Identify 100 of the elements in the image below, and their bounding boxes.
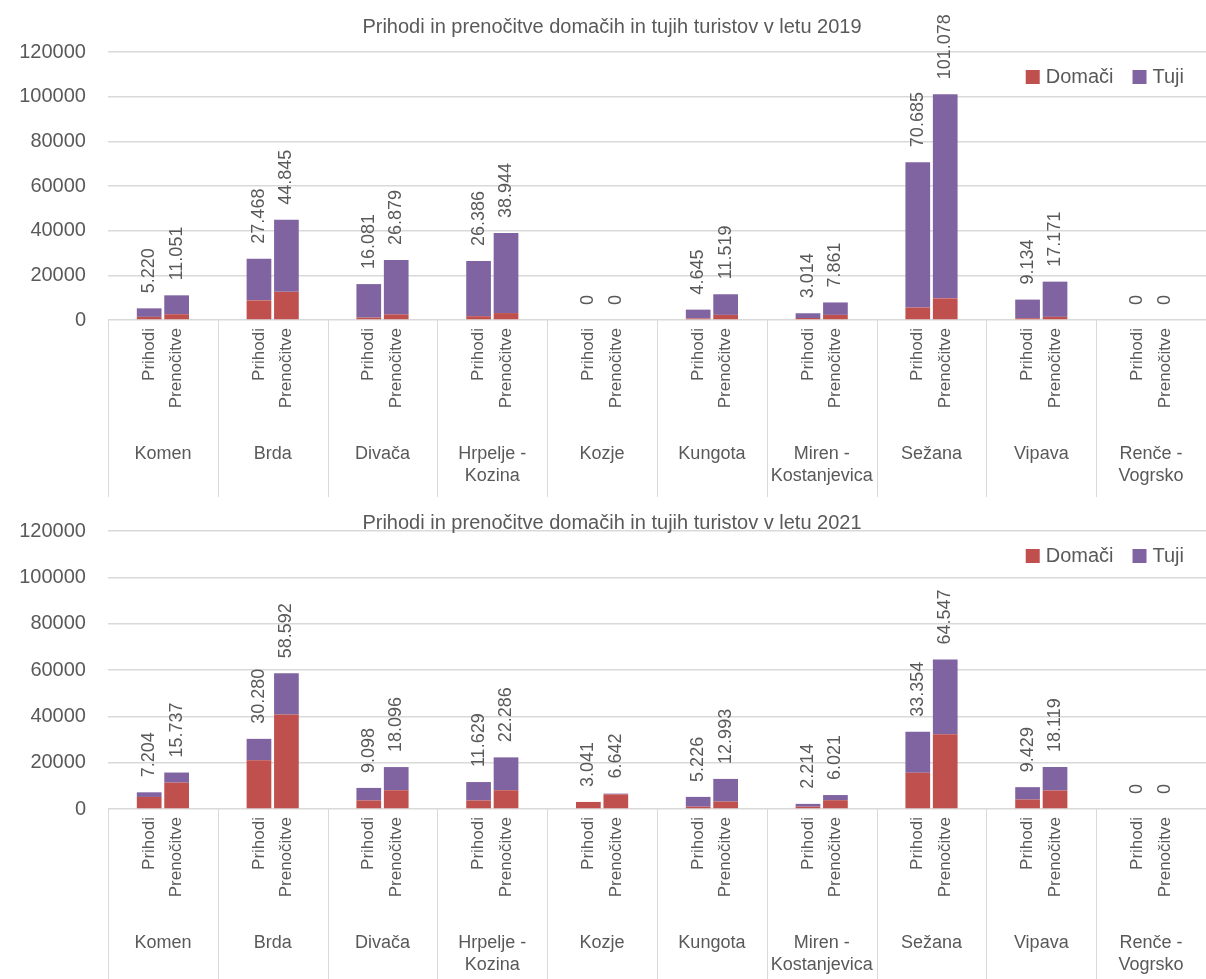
text: Sežana	[900, 442, 964, 463]
x-tick-label: Prenočitve	[1044, 328, 1064, 409]
y-tick-label: 80000	[30, 611, 86, 634]
total-label: 11.519	[714, 225, 735, 280]
y-tick-label: 0	[74, 307, 86, 330]
total-label: 6.021	[824, 735, 845, 781]
total-label: 0	[1126, 294, 1147, 305]
x-tick-label: Prenočitve	[825, 817, 845, 898]
x-tick-label: Prihodi	[578, 328, 598, 381]
x-tick-label: Prihodi	[907, 817, 927, 870]
total-label: 17.171	[1043, 211, 1064, 267]
total-label: 26.386	[467, 191, 488, 247]
x-tick-label: Prihodi	[797, 328, 817, 381]
y-tick-label: 60000	[30, 173, 86, 196]
x-tick-label: Prihodi	[248, 328, 268, 381]
total-label: 4.645	[687, 249, 708, 295]
x-tick-label: Prihodi	[1127, 817, 1147, 870]
x-tick-label: Prenočitve	[276, 817, 296, 898]
x-tick-label: Prihodi	[907, 328, 927, 381]
total-label: 58.592	[275, 603, 296, 659]
text: Brda	[253, 931, 293, 952]
x-tick-label: Prenočitve	[1154, 328, 1174, 409]
x-tick-label: Prihodi	[358, 817, 378, 870]
text: Hrpelje - Kozina	[458, 931, 527, 974]
total-label: 12.993	[714, 708, 735, 764]
x-tick-label: Prihodi	[687, 817, 707, 870]
y-tick-label: 0	[74, 796, 86, 819]
text: Vipava	[1013, 442, 1070, 463]
x-tick-label: Prenočitve	[605, 817, 625, 898]
total-label: 2.214	[796, 743, 817, 789]
x-tick-label: Prenočitve	[605, 328, 625, 409]
x-tick-label: Prenočitve	[166, 328, 186, 409]
x-tick-label: Prenočitve	[385, 817, 405, 898]
y-tick-label: 80000	[30, 128, 86, 151]
text: Kungota	[678, 931, 747, 952]
total-label: 33.354	[906, 661, 927, 717]
x-tick-label: Prenočitve	[276, 328, 296, 409]
text: Kozje	[579, 442, 625, 463]
text: Sežana	[900, 931, 964, 952]
x-tick-label: Prihodi	[468, 328, 488, 381]
total-label: 18.096	[385, 697, 406, 753]
x-tick-label: Prihodi	[468, 817, 488, 870]
y-tick-label: 20000	[30, 262, 86, 285]
text: Komen	[134, 931, 192, 952]
total-label: 22.286	[494, 687, 515, 743]
text: Vipava	[1013, 931, 1070, 952]
text: Renče - Vogrsko	[1118, 931, 1184, 974]
total-label: 16.081	[357, 214, 378, 270]
x-tick-label: Prenočitve	[715, 328, 735, 409]
y-tick-label: 100000	[19, 84, 86, 107]
x-tick-label: Prihodi	[358, 328, 378, 381]
x-tick-label: Prenočitve	[934, 328, 954, 409]
chart-title: Prihodi in prenočitve domačih in tujih turistov v letu 2019	[362, 14, 862, 37]
x-tick-label: Prenočitve	[495, 328, 515, 409]
total-label: 15.737	[165, 702, 186, 758]
total-label: 64.547	[934, 589, 955, 645]
chart-title: Prihodi in prenočitve domačih in tujih turistov v letu 2021	[362, 510, 862, 533]
total-label: 0	[604, 294, 625, 305]
legend-label: Domači	[1045, 543, 1114, 566]
x-tick-label: Prihodi	[797, 817, 817, 870]
total-label: 44.845	[275, 149, 296, 205]
total-label: 6.642	[604, 733, 625, 779]
total-label: 11.051	[165, 226, 186, 281]
total-label: 11.629	[467, 713, 488, 768]
total-label: 101.078	[934, 14, 955, 80]
total-label: 9.134	[1016, 239, 1037, 285]
total-label: 7.861	[824, 242, 845, 288]
x-tick-label: Prenočitve	[385, 328, 405, 409]
y-tick-label: 20000	[30, 750, 86, 773]
text: Kozje	[579, 931, 625, 952]
legend-label: Tuji	[1152, 543, 1184, 566]
total-label: 0	[1153, 783, 1174, 794]
text: Renče - Vogrsko	[1118, 442, 1184, 485]
text: Hrpelje - Kozina	[458, 442, 527, 485]
x-tick-label: Prenočitve	[715, 817, 735, 898]
total-label: 18.119	[1043, 698, 1064, 753]
total-label: 0	[1153, 294, 1174, 305]
x-tick-label: Prihodi	[1127, 328, 1147, 381]
x-tick-label: Prihodi	[1017, 328, 1037, 381]
legend-label: Domači	[1045, 64, 1114, 87]
text: Divača	[354, 442, 411, 463]
total-label: 3.014	[796, 253, 817, 299]
x-tick-label: Prenočitve	[495, 817, 515, 898]
total-label: 70.685	[906, 92, 927, 148]
total-label: 5.226	[687, 736, 708, 782]
y-tick-label: 40000	[30, 218, 86, 241]
y-tick-label: 100000	[19, 564, 86, 587]
text: Komen	[134, 442, 192, 463]
text: Miren - Kostanjevica	[770, 931, 874, 974]
x-tick-label: Prenočitve	[1044, 817, 1064, 898]
total-label: 26.879	[385, 189, 406, 245]
total-label: 30.280	[247, 668, 268, 724]
x-tick-label: Prihodi	[138, 328, 158, 381]
text: Miren - Kostanjevica	[770, 442, 874, 485]
x-tick-label: Prihodi	[1017, 817, 1037, 870]
y-tick-label: 40000	[30, 703, 86, 726]
legend-label: Tuji	[1152, 64, 1184, 87]
total-label: 7.204	[138, 732, 159, 778]
total-label: 0	[577, 294, 598, 305]
x-tick-label: Prenočitve	[825, 328, 845, 409]
